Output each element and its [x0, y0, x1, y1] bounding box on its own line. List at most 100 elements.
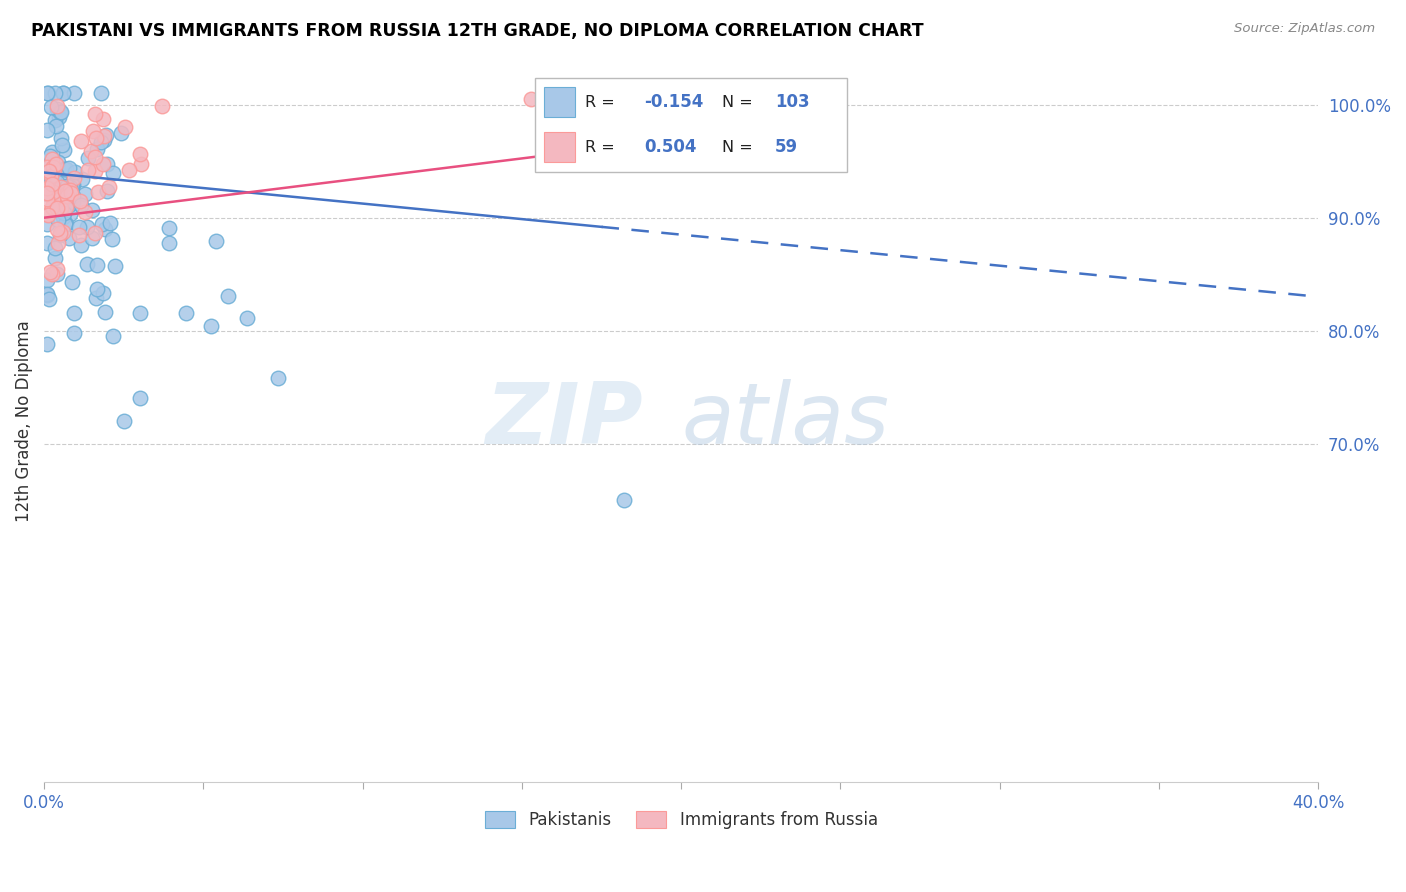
Point	[83, 150, 105, 164]
Point	[59, 183, 82, 197]
Point	[59, 186, 82, 200]
Text: PAKISTANI VS IMMIGRANTS FROM RUSSIA 12TH GRADE, NO DIPLOMA CORRELATION CHART: PAKISTANI VS IMMIGRANTS FROM RUSSIA 12TH…	[31, 22, 924, 40]
Point	[204, 234, 226, 248]
Point	[84, 131, 107, 145]
Point	[37, 217, 59, 231]
Point	[67, 227, 90, 242]
Point	[53, 206, 76, 220]
Point	[42, 197, 65, 211]
Point	[37, 186, 59, 201]
Point	[44, 87, 66, 101]
Point	[37, 288, 59, 302]
Point	[104, 259, 127, 273]
Point	[45, 262, 67, 277]
Point	[37, 87, 59, 101]
Point	[75, 205, 97, 219]
Point	[46, 155, 69, 169]
Point	[86, 258, 108, 272]
Point	[46, 212, 69, 227]
Point	[62, 87, 84, 101]
Point	[93, 129, 115, 144]
Point	[37, 187, 59, 202]
Point	[37, 273, 59, 287]
Point	[45, 120, 67, 134]
Point	[101, 166, 124, 180]
Point	[52, 161, 75, 176]
Point	[48, 189, 70, 203]
Point	[55, 200, 77, 214]
Point	[37, 161, 59, 176]
Point	[49, 104, 72, 119]
Point	[37, 286, 59, 301]
Point	[70, 172, 93, 186]
Point	[49, 228, 72, 243]
Point	[52, 87, 75, 101]
Point	[52, 210, 75, 224]
Point	[46, 175, 69, 189]
Point	[62, 189, 84, 203]
Point	[613, 493, 636, 508]
Point	[267, 371, 290, 385]
Point	[93, 133, 115, 147]
Point	[129, 157, 152, 171]
Point	[52, 87, 75, 101]
Point	[90, 135, 112, 149]
Point	[39, 188, 62, 202]
Point	[62, 178, 84, 192]
Point	[44, 241, 66, 255]
Point	[76, 151, 98, 165]
Point	[51, 105, 73, 120]
Point	[51, 180, 73, 194]
Text: atlas: atlas	[681, 379, 889, 462]
Point	[41, 200, 63, 214]
Point	[114, 120, 136, 134]
Point	[53, 217, 76, 231]
Point	[62, 171, 84, 186]
Point	[86, 282, 108, 296]
Point	[41, 145, 63, 159]
Point	[44, 113, 66, 128]
Point	[112, 414, 135, 428]
Point	[42, 163, 65, 178]
Point	[46, 99, 69, 113]
Point	[37, 236, 59, 251]
Point	[91, 157, 114, 171]
Point	[39, 177, 62, 191]
Point	[67, 219, 90, 234]
Point	[110, 126, 132, 140]
Y-axis label: 12th Grade, No Diploma: 12th Grade, No Diploma	[15, 320, 32, 522]
Point	[91, 112, 114, 127]
Point	[53, 143, 76, 157]
Point	[45, 201, 67, 215]
Point	[128, 146, 150, 161]
Point	[235, 310, 257, 325]
Point	[51, 201, 73, 215]
Point	[174, 306, 197, 320]
Point	[76, 257, 98, 271]
Point	[128, 392, 150, 406]
Point	[46, 268, 69, 282]
Point	[80, 202, 103, 217]
Text: Source: ZipAtlas.com: Source: ZipAtlas.com	[1234, 22, 1375, 36]
Point	[41, 160, 63, 174]
Point	[69, 194, 91, 208]
Point	[41, 152, 63, 166]
Point	[58, 198, 80, 212]
Point	[98, 179, 121, 194]
Point	[39, 100, 62, 114]
Point	[39, 169, 62, 183]
Point	[63, 164, 86, 178]
Point	[62, 194, 84, 209]
Text: ZIP: ZIP	[485, 379, 643, 462]
Point	[200, 318, 222, 333]
Point	[37, 87, 59, 101]
Point	[83, 226, 105, 240]
Point	[49, 226, 72, 240]
Point	[83, 164, 105, 178]
Point	[39, 265, 62, 279]
Point	[48, 110, 70, 124]
Point	[52, 225, 75, 239]
Point	[91, 285, 114, 300]
Point	[661, 92, 683, 106]
Point	[55, 185, 77, 199]
